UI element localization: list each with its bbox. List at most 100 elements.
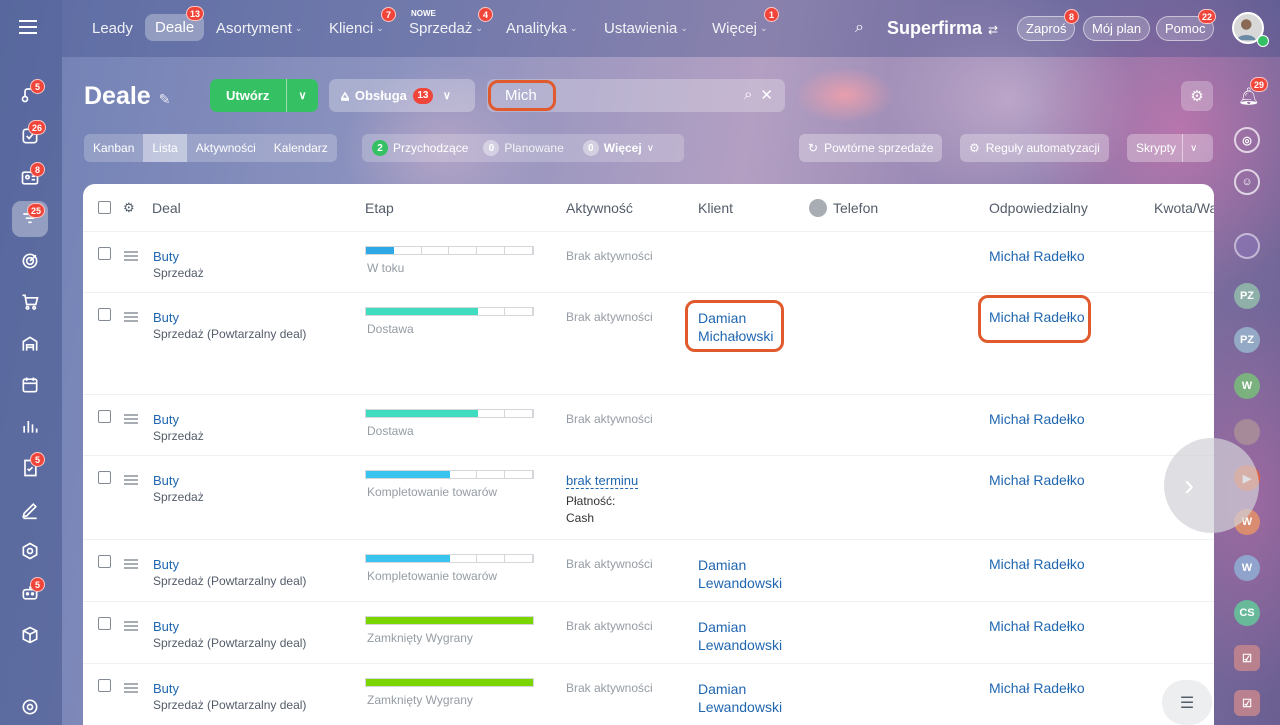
- column-settings-icon[interactable]: ⚙: [123, 199, 135, 215]
- client-last-name-link[interactable]: Lewandowski: [698, 637, 783, 653]
- client-first-name-link[interactable]: Damian: [698, 310, 747, 326]
- tab-activities[interactable]: Aktywności: [195, 141, 256, 155]
- chat-icon[interactable]: ☺: [1234, 169, 1260, 195]
- deal-name-link[interactable]: Buty: [153, 557, 180, 572]
- search-input[interactable]: Mich: [488, 80, 556, 111]
- deal-name-link[interactable]: Buty: [153, 412, 180, 427]
- sidebar-item-market[interactable]: [12, 617, 48, 653]
- sidebar-item-bots[interactable]: 5: [12, 575, 48, 611]
- drag-handle-icon[interactable]: [124, 559, 138, 569]
- drag-handle-icon[interactable]: [124, 414, 138, 424]
- row-checkbox[interactable]: [98, 679, 111, 692]
- next-page-arrow[interactable]: ›: [1164, 438, 1259, 533]
- table-row[interactable]: Buty Sprzedaż (Powtarzalny deal) Zamknięty…: [83, 601, 1214, 663]
- incoming-filter[interactable]: Przychodzące: [393, 141, 469, 155]
- settings-gear-button[interactable]: ⚙: [1181, 81, 1213, 111]
- stage-progress-bar[interactable]: [365, 307, 534, 316]
- list-menu-button[interactable]: ☰: [1162, 680, 1212, 725]
- table-row[interactable]: Buty Sprzedaż (Powtarzalny deal) Zamknięty…: [83, 663, 1214, 725]
- sidebar-item-hub[interactable]: [12, 533, 48, 569]
- stage-progress-bar[interactable]: [365, 246, 534, 255]
- client-first-name-link[interactable]: Damian: [698, 557, 747, 573]
- row-checkbox[interactable]: [98, 617, 111, 630]
- stage-progress-bar[interactable]: [365, 616, 534, 625]
- task-icon[interactable]: ☑: [1234, 690, 1260, 716]
- tab-kanban[interactable]: Kanban: [93, 141, 135, 155]
- deal-name-link[interactable]: Buty: [153, 249, 180, 264]
- nav-sales[interactable]: Sprzedaż ⌄: [409, 20, 483, 37]
- client-first-name-link[interactable]: Damian: [698, 681, 747, 697]
- my-plan-button[interactable]: Mój plan: [1083, 16, 1151, 41]
- close-icon[interactable]: ✕: [760, 87, 773, 104]
- row-checkbox[interactable]: [98, 555, 111, 568]
- column-header-amount[interactable]: Kwota/Wa: [1154, 199, 1214, 216]
- drag-handle-icon[interactable]: [124, 683, 138, 693]
- responsible-link[interactable]: Michał Radełko: [989, 309, 1085, 325]
- responsible-link[interactable]: Michał Radełko: [989, 472, 1085, 488]
- column-header-phone[interactable]: Telefon: [809, 184, 878, 231]
- automation-rules-button[interactable]: ⚙ Reguły automatyzacji: [960, 134, 1109, 162]
- nav-clients[interactable]: Klienci ⌄: [329, 20, 384, 37]
- pin-icon[interactable]: ✎: [158, 91, 171, 107]
- select-all-checkbox[interactable]: [98, 201, 111, 214]
- search-icon[interactable]: ⌕: [744, 86, 753, 103]
- stage-progress-bar[interactable]: [365, 409, 534, 418]
- tab-list[interactable]: Lista: [143, 134, 187, 162]
- nav-settings[interactable]: Ustawienia ⌄: [604, 20, 688, 37]
- activity-stream-icon[interactable]: ◎: [1234, 127, 1260, 153]
- responsible-link[interactable]: Michał Radełko: [989, 248, 1085, 264]
- chevron-down-icon[interactable]: ∨: [286, 79, 318, 112]
- client-last-name-link[interactable]: Lewandowski: [698, 575, 783, 591]
- repeat-sales-button[interactable]: ↻ Powtórne sprzedaże: [799, 134, 943, 162]
- drag-handle-icon[interactable]: [124, 312, 138, 322]
- table-row[interactable]: Buty Sprzedaż W toku Brak aktywności Michał …: [83, 231, 1214, 292]
- column-header-stage[interactable]: Etap: [365, 199, 394, 216]
- sidebar-item-shop[interactable]: [12, 284, 48, 320]
- table-row[interactable]: Buty Sprzedaż Kompletowanie towarów brak te…: [83, 455, 1214, 539]
- responsible-link[interactable]: Michał Radełko: [989, 618, 1085, 634]
- responsible-link[interactable]: Michał Radełko: [989, 411, 1085, 427]
- contact-avatar[interactable]: [1234, 419, 1260, 445]
- sidebar-item-reports[interactable]: [12, 408, 48, 444]
- bell-icon[interactable]: 🔔︎: [1238, 87, 1260, 106]
- sidebar-item-crm[interactable]: 25: [12, 201, 48, 237]
- table-row[interactable]: Buty Sprzedaż Dostawa Brak aktywności Michał…: [83, 394, 1214, 455]
- deal-name-link[interactable]: Buty: [153, 619, 180, 634]
- contact-avatar[interactable]: [1234, 233, 1260, 259]
- company-name[interactable]: Superfirma ⇄: [887, 18, 998, 39]
- contact-avatar[interactable]: PZ: [1234, 327, 1260, 353]
- column-header-deal[interactable]: Deal: [152, 199, 181, 216]
- row-checkbox[interactable]: [98, 247, 111, 260]
- contact-avatar[interactable]: PZ: [1234, 283, 1260, 309]
- funnel-selector[interactable]: ⩠ Obsługa 13 ∨: [329, 79, 475, 112]
- tab-calendar[interactable]: Kalendarz: [273, 141, 328, 155]
- deal-name-link[interactable]: Buty: [153, 310, 180, 325]
- contact-avatar[interactable]: W: [1234, 373, 1260, 399]
- column-header-client[interactable]: Klient: [698, 199, 734, 216]
- column-header-activity[interactable]: Aktywność: [566, 199, 633, 216]
- nav-more[interactable]: Więcej ⌄: [712, 20, 768, 37]
- column-header-responsible[interactable]: Odpowiedzialny: [989, 199, 1088, 216]
- row-checkbox[interactable]: [98, 410, 111, 423]
- sidebar-item-goals[interactable]: [12, 243, 48, 279]
- deal-name-link[interactable]: Buty: [153, 473, 180, 488]
- search-bar[interactable]: Mich ⌕ ✕: [487, 79, 785, 112]
- sidebar-item-leads[interactable]: 5: [12, 76, 48, 112]
- nav-leads[interactable]: Leady: [92, 20, 133, 37]
- table-row[interactable]: Buty Sprzedaż (Powtarzalny deal) Dostawa Br…: [83, 292, 1214, 394]
- client-first-name-link[interactable]: Damian: [698, 619, 747, 635]
- more-filter[interactable]: Więcej: [603, 141, 642, 155]
- stage-progress-bar[interactable]: [365, 678, 534, 687]
- sidebar-item-documents[interactable]: 5: [12, 450, 48, 486]
- nav-analytics[interactable]: Analityka ⌄: [506, 20, 577, 37]
- stage-progress-bar[interactable]: [365, 470, 534, 479]
- create-button[interactable]: Utwórz ∨: [210, 79, 318, 112]
- nav-catalog[interactable]: Asortyment ⌄: [216, 20, 302, 37]
- sidebar-item-settings[interactable]: [12, 689, 48, 725]
- row-checkbox[interactable]: [98, 471, 111, 484]
- drag-handle-icon[interactable]: [124, 475, 138, 485]
- client-last-name-link[interactable]: Michałowski: [698, 328, 774, 344]
- chevron-down-icon[interactable]: ∨: [1182, 134, 1204, 162]
- contact-avatar[interactable]: W: [1234, 555, 1260, 581]
- deal-name-link[interactable]: Buty: [153, 681, 180, 696]
